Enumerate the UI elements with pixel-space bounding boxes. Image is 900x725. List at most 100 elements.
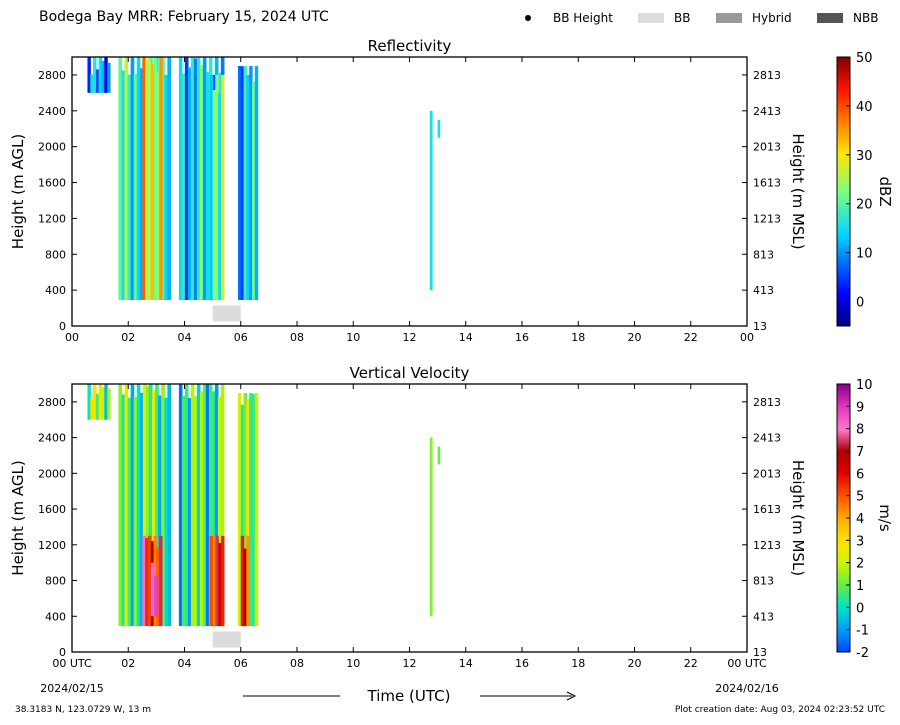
echo-strip: [190, 57, 195, 300]
echo-strip: [193, 396, 198, 627]
echo-strip: [121, 70, 126, 300]
y-tick-label: 1200: [38, 539, 66, 552]
colorbar-label: dBZ: [876, 176, 894, 206]
echo-strip: [212, 89, 217, 300]
echo-strip: [118, 384, 123, 627]
y-tick-label: 0: [59, 320, 66, 333]
echo-strip: [158, 395, 162, 627]
x-tick-label: 18: [571, 331, 585, 344]
x-tick-label: 22: [684, 331, 698, 344]
echo-strip: [240, 66, 245, 300]
echo-strip: [209, 535, 214, 627]
echo-strip: [196, 57, 201, 300]
echo-strip: [107, 62, 111, 93]
echo-strip: [107, 388, 111, 420]
x-tick-label: 14: [459, 331, 473, 344]
echo-strip: [205, 384, 210, 627]
x-tick-label: 20: [628, 657, 642, 670]
echo-strip: [240, 535, 245, 627]
y-tick-label-right: 413: [753, 610, 774, 623]
echo-strip: [145, 385, 150, 627]
y-tick-label-right: 813: [753, 248, 774, 261]
echo-strip: [220, 384, 225, 627]
x-tick-label: 08: [290, 331, 304, 344]
plot-area-1: [72, 384, 747, 652]
y-tick-label: 2000: [38, 141, 66, 154]
echo-strip: [136, 57, 141, 300]
x-tick-label: 08: [290, 657, 304, 670]
legend-bb-label: BB: [674, 11, 691, 25]
echo-strip: [93, 57, 97, 93]
echo-strip: [154, 575, 159, 617]
y-tick-label-right: 13: [753, 320, 767, 333]
echo-strip: [193, 58, 198, 300]
y-tick-label-right: 2413: [753, 432, 781, 445]
echo-strip: [101, 387, 105, 420]
y-tick-label: 1200: [38, 212, 66, 225]
y-tick-label-right: 1213: [753, 212, 781, 225]
echo-strip: [133, 73, 138, 300]
echo-strip: [187, 67, 192, 300]
echo-strip: [155, 384, 159, 627]
echo-strip: [139, 392, 144, 627]
echo-strip: [149, 384, 153, 627]
colorbar-tick-label: 10: [856, 378, 873, 393]
y-tick-label: 2000: [38, 467, 66, 480]
echo-strip: [243, 392, 247, 627]
x-tick-label: 04: [178, 331, 192, 344]
arrow-head-icon: [566, 691, 577, 701]
echo-strip: [139, 68, 144, 300]
echo-strip: [127, 397, 132, 627]
echo-strip: [212, 536, 217, 627]
x-tick-label: 00: [65, 331, 79, 344]
legend-bb: BB: [638, 11, 690, 25]
station-location: 38.3183 N, 123.0729 W, 13 m: [15, 705, 152, 715]
y-tick-label: 400: [45, 610, 66, 623]
echo-strip: [159, 57, 163, 300]
x-axis-label: Time (UTC): [367, 687, 451, 705]
y-tick-label-right: 2013: [753, 141, 781, 154]
echo-strip: [150, 562, 155, 617]
x-tick-label: 12: [403, 657, 417, 670]
echo-strip: [147, 535, 152, 627]
y-tick-label: 1600: [38, 177, 66, 190]
plot-area-0: [72, 57, 747, 326]
echo-strip: [95, 69, 100, 93]
echo-strip: [130, 57, 135, 300]
x-tick-label: 10: [346, 331, 360, 344]
echo-strip: [164, 74, 168, 300]
colorbar-tick-label: 20: [856, 198, 873, 213]
echo-strip: [161, 57, 165, 300]
x-tick-label: 20: [628, 331, 642, 344]
x-tick-label: 12: [403, 331, 417, 344]
y-tick-label-right: 1613: [753, 503, 781, 516]
echo-strip: [218, 542, 222, 627]
echo-strip: [164, 397, 168, 627]
y-axis-label: Height (m AGL): [9, 134, 27, 249]
x-tick-label: 02: [121, 331, 135, 344]
echo-strip: [150, 63, 155, 300]
x-tick-label: 14: [459, 657, 473, 670]
legend-bb-height: BB Height: [525, 11, 613, 25]
echo-strip: [153, 57, 157, 300]
echo-strip: [196, 384, 201, 627]
colorbar-tick-label: 40: [856, 100, 873, 115]
echo-strip: [199, 65, 204, 300]
echo-strip: [118, 57, 123, 300]
y-tick-label-right: 2813: [753, 396, 781, 409]
colorbar-tick-label: -2: [856, 646, 869, 661]
x-tick-label: 16: [515, 657, 529, 670]
echo-strip: [217, 396, 222, 627]
y-tick-label-right: 2413: [753, 105, 781, 118]
echo-strip: [199, 391, 204, 627]
y-axis-label-right: Height (m MSL): [789, 460, 807, 576]
echo-strip: [205, 72, 210, 300]
echo-strip: [214, 384, 219, 627]
legend-hybrid: Hybrid: [716, 11, 792, 25]
echo-strip: [167, 57, 172, 300]
y-tick-label-right: 2013: [753, 467, 781, 480]
echo-strip: [252, 393, 256, 627]
echo-strip: [184, 384, 189, 627]
echo-strip: [178, 384, 183, 627]
